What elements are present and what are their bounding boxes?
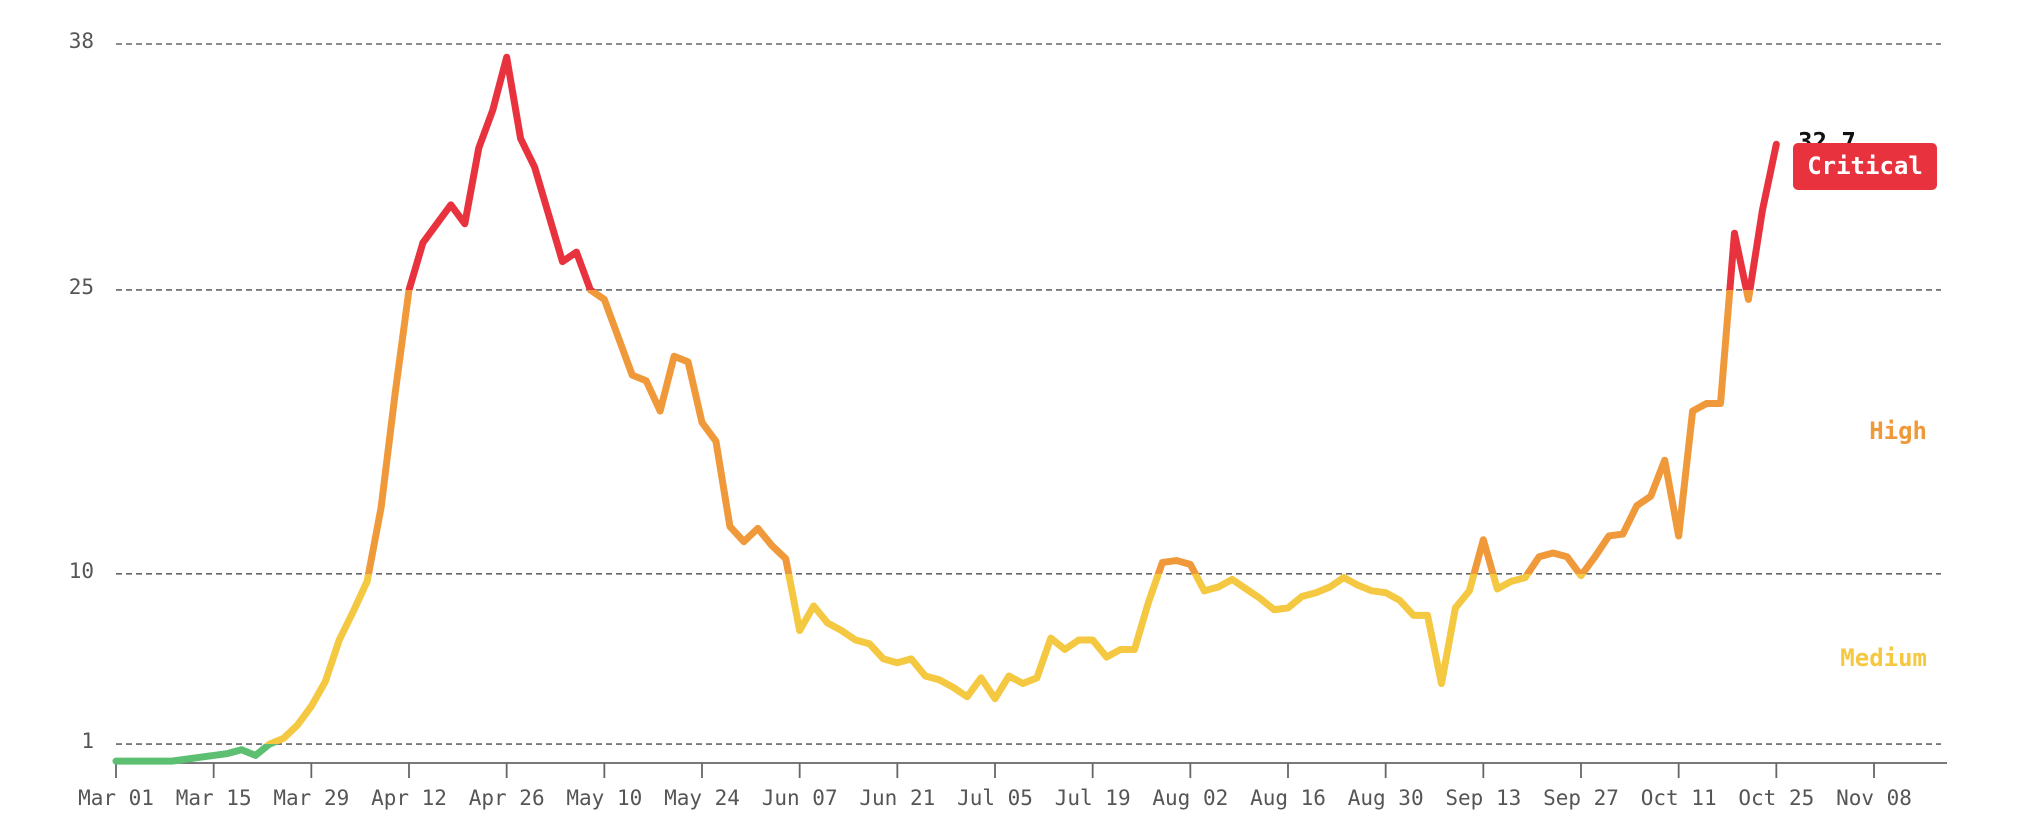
x-tick-label: Mar 29 [273, 786, 349, 810]
x-tick-label: Aug 16 [1250, 786, 1326, 810]
x-tick-label: May 10 [566, 786, 642, 810]
level-line [112, 53, 1780, 765]
level-badge-label: Critical [1807, 152, 1923, 180]
x-tick-label: May 24 [664, 786, 740, 810]
x-tick-label: Oct 25 [1738, 786, 1814, 810]
x-tick-label: Aug 02 [1152, 786, 1228, 810]
level-badge [1793, 142, 1937, 190]
x-tick-label: Mar 01 [78, 786, 154, 810]
x-tick-label: Aug 30 [1348, 786, 1424, 810]
level-label: Medium [1840, 644, 1927, 672]
level-label: High [1869, 417, 1927, 445]
y-tick-label: 38 [69, 29, 94, 53]
x-tick-label: Jul 19 [1055, 786, 1131, 810]
x-tick-label: Jun 21 [859, 786, 935, 810]
y-tick-label: 10 [69, 559, 94, 583]
y-tick-label: 1 [81, 729, 94, 753]
x-tick-label: Apr 26 [469, 786, 545, 810]
x-tick-label: Mar 15 [176, 786, 252, 810]
x-tick-label: Jun 07 [762, 786, 838, 810]
x-tick-label: Sep 27 [1543, 786, 1619, 810]
x-tick-label: Nov 08 [1836, 786, 1912, 810]
x-tick-label: Sep 13 [1445, 786, 1521, 810]
x-tick-label: Jul 05 [957, 786, 1033, 810]
x-tick-label: Oct 11 [1641, 786, 1717, 810]
y-tick-label: 25 [69, 275, 94, 299]
x-tick-label: Apr 12 [371, 786, 447, 810]
